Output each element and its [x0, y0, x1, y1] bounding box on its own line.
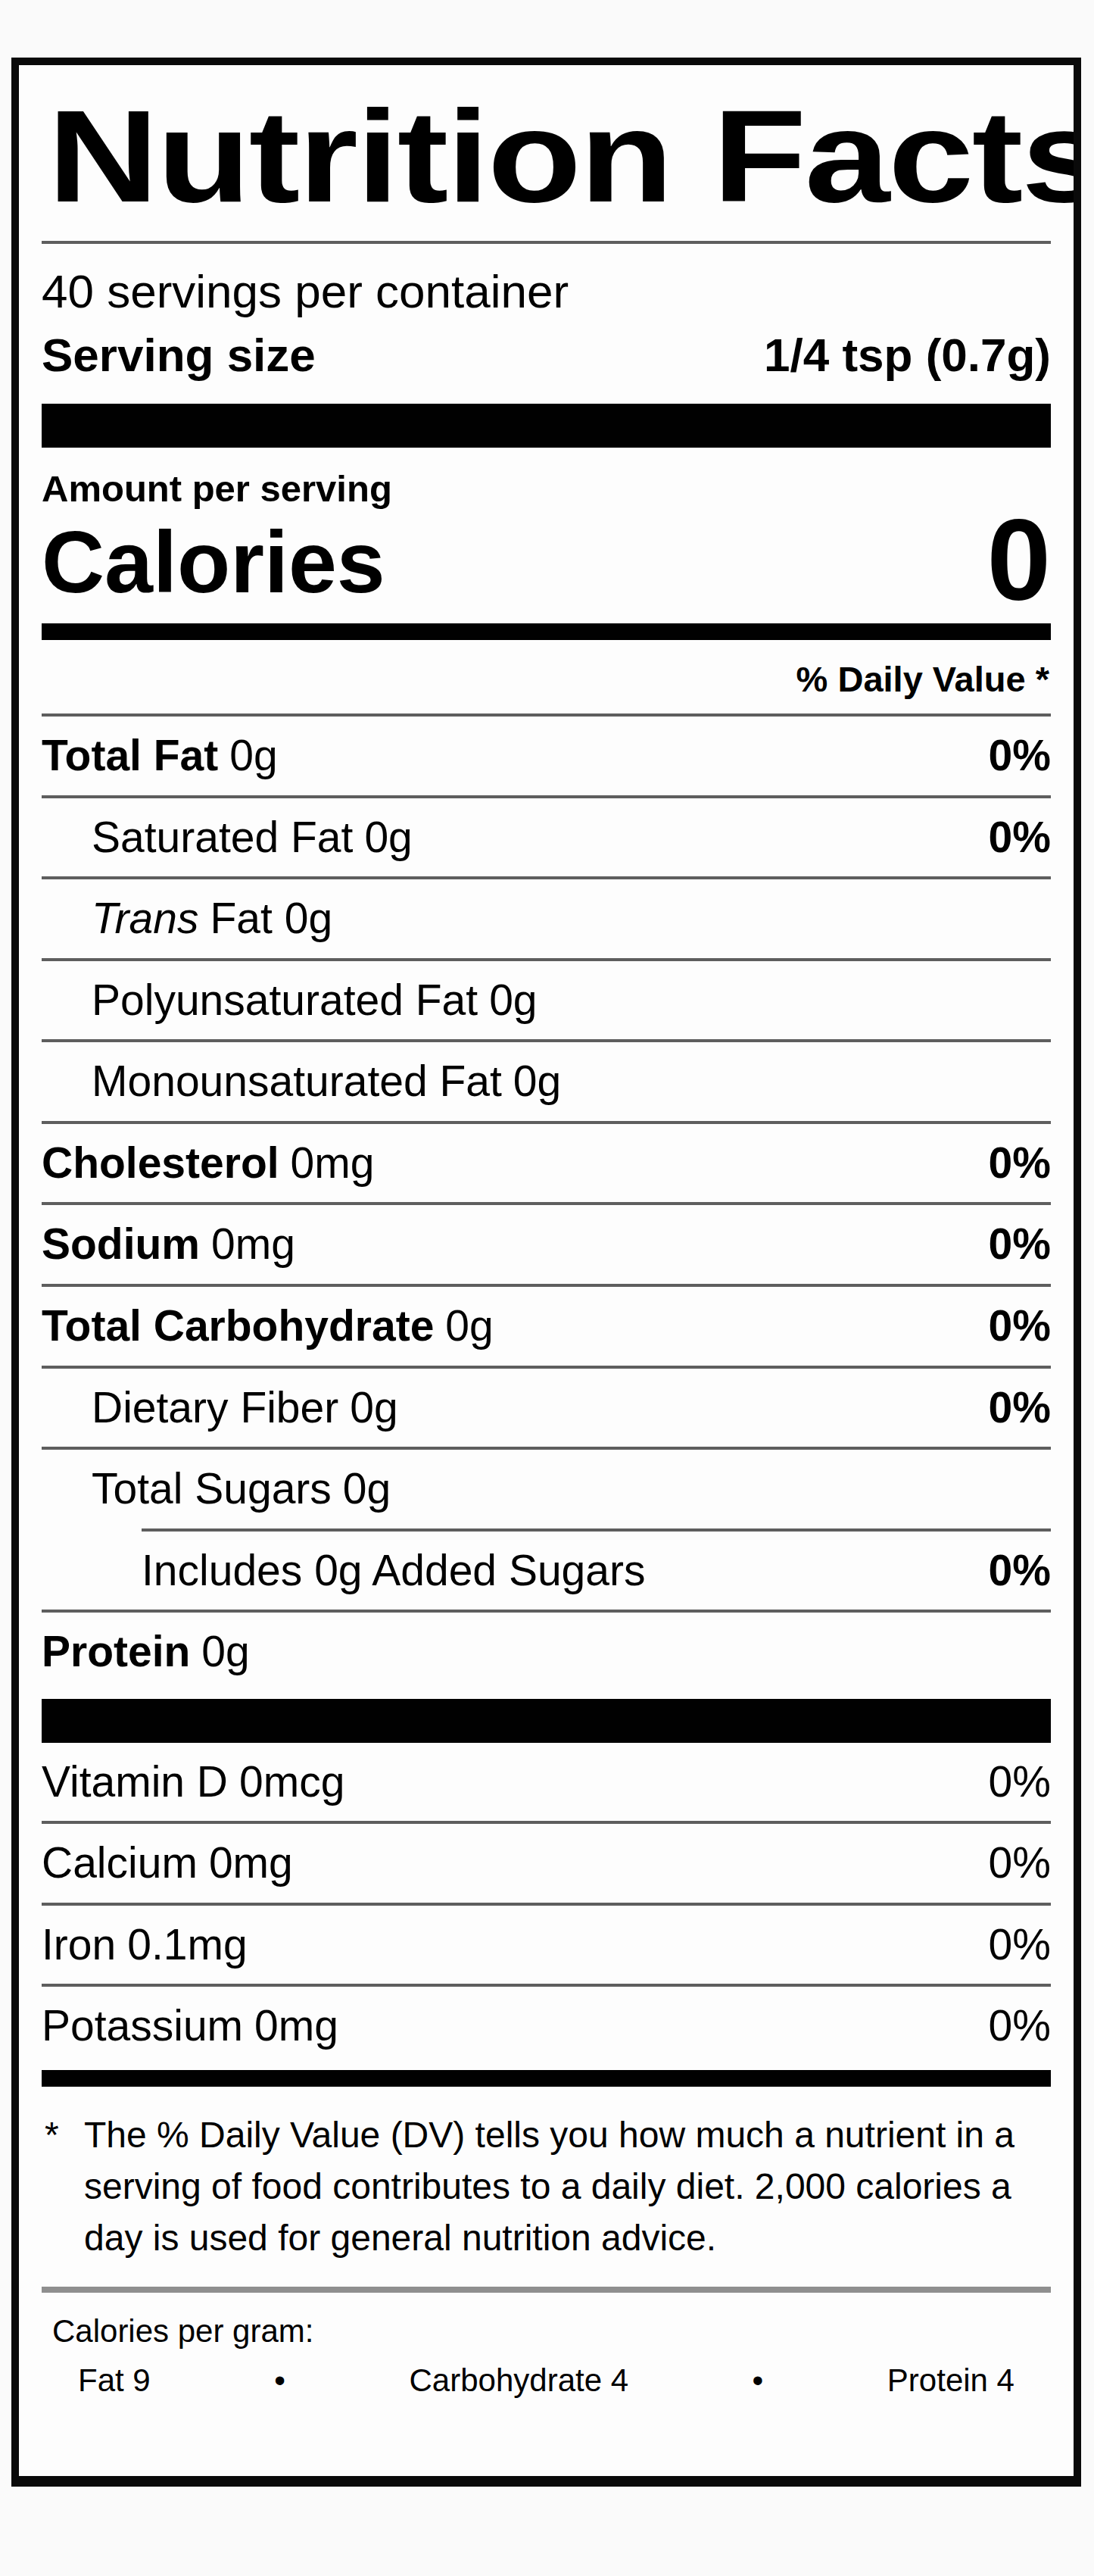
label-title: Nutrition Facts — [48, 91, 1081, 221]
daily-value-header: % Daily Value * — [42, 640, 1051, 713]
nutrient-name-amount: Cholesterol0mg — [42, 1138, 374, 1188]
vitamin-row-iron: Iron0.1mg 0% — [42, 1906, 1051, 1984]
nutrient-row-protein: Protein0g — [42, 1613, 1051, 1691]
nutrient-row-saturated-fat: Saturated Fat0g 0% — [42, 798, 1051, 877]
divider — [42, 2287, 1051, 2293]
nutrient-daily-value: 0% — [989, 1138, 1051, 1188]
nutrient-row-total-carbohydrate: Total Carbohydrate0g 0% — [42, 1287, 1051, 1366]
bullet-separator: • — [274, 2360, 285, 2402]
nutrient-row-added-sugars: Includes 0g Added Sugars 0% — [42, 1532, 1051, 1610]
nutrient-row-total-fat: Total Fat0g 0% — [42, 717, 1051, 795]
serving-size-value: 1/4 tsp (0.7g) — [764, 327, 1051, 383]
footnote-text: The % Daily Value (DV) tells you how muc… — [84, 2109, 1015, 2264]
cpg-fat: Fat 9 — [78, 2360, 151, 2402]
nutrient-name-amount: Total Fat0g — [42, 731, 278, 781]
vitamin-name-amount: Iron0.1mg — [42, 1920, 248, 1970]
vitamin-name-amount: Calcium0mg — [42, 1838, 293, 1888]
vitamin-daily-value: 0% — [989, 1838, 1051, 1888]
scanned-page: Nutrition Facts 40 servings per containe… — [0, 0, 1094, 2576]
nutrient-daily-value: 0% — [989, 1546, 1051, 1596]
nutrient-row-dietary-fiber: Dietary Fiber0g 0% — [42, 1369, 1051, 1447]
section-bar — [42, 404, 1051, 448]
nutrient-daily-value: 0% — [989, 1301, 1051, 1351]
nutrition-facts-label: Nutrition Facts 40 servings per containe… — [11, 58, 1081, 2487]
nutrient-name-amount: Total Sugars0g — [42, 1464, 391, 1514]
nutrient-name-amount: Protein0g — [42, 1627, 250, 1677]
daily-value-footnote: * The % Daily Value (DV) tells you how m… — [42, 2087, 1051, 2273]
section-bar — [42, 1699, 1051, 1743]
amount-per-serving-label: Amount per serving — [42, 467, 1051, 510]
nutrient-row-cholesterol: Cholesterol0mg 0% — [42, 1124, 1051, 1203]
nutrient-daily-value: 0% — [989, 1219, 1051, 1269]
vitamin-row-calcium: Calcium0mg 0% — [42, 1824, 1051, 1903]
nutrient-name-amount: Sodium0mg — [42, 1219, 295, 1269]
nutrient-name-amount: Includes 0g Added Sugars — [42, 1546, 646, 1596]
nutrient-name-amount: Monounsaturated Fat0g — [42, 1057, 561, 1107]
vitamin-row-potassium: Potassium0mg 0% — [42, 1987, 1051, 2065]
calories-value: 0 — [986, 505, 1051, 614]
vitamin-daily-value: 0% — [989, 1757, 1051, 1807]
divider — [42, 241, 1051, 244]
nutrient-row-monounsaturated-fat: Monounsaturated Fat0g — [42, 1042, 1051, 1121]
vitamin-row-vitamin-d: Vitamin D0mcg 0% — [42, 1743, 1051, 1822]
cpg-carbohydrate: Carbohydrate 4 — [410, 2360, 629, 2402]
bullet-separator: • — [753, 2360, 764, 2402]
calories-row: Calories 0 — [42, 505, 1051, 614]
calories-per-gram-label: Calories per gram: — [42, 2311, 1051, 2353]
nutrient-name-amount: TransFat 0g — [42, 894, 332, 944]
calories-label: Calories — [42, 510, 385, 614]
nutrient-row-total-sugars: Total Sugars0g — [42, 1450, 1051, 1528]
nutrient-name-amount: Total Carbohydrate0g — [42, 1301, 494, 1351]
footnote-asterisk: * — [45, 2109, 84, 2264]
nutrient-name-amount: Dietary Fiber0g — [42, 1383, 398, 1433]
nutrient-daily-value: 0% — [989, 1383, 1051, 1433]
vitamin-name-amount: Potassium0mg — [42, 2001, 338, 2051]
calories-per-gram-row: Fat 9 • Carbohydrate 4 • Protein 4 — [42, 2360, 1051, 2402]
nutrient-name-amount: Polyunsaturated Fat0g — [42, 976, 538, 1026]
section-bar — [42, 623, 1051, 640]
nutrient-daily-value: 0% — [989, 813, 1051, 863]
servings-per-container: 40 servings per container — [42, 264, 1051, 320]
cpg-protein: Protein 4 — [887, 2360, 1015, 2402]
nutrient-row-polyunsaturated-fat: Polyunsaturated Fat0g — [42, 961, 1051, 1040]
vitamin-name-amount: Vitamin D0mcg — [42, 1757, 344, 1807]
nutrient-row-trans-fat: TransFat 0g — [42, 879, 1051, 958]
section-bar — [42, 2070, 1051, 2087]
nutrient-name-amount: Saturated Fat0g — [42, 813, 413, 863]
serving-size-label: Serving size — [42, 327, 316, 383]
nutrient-row-sodium: Sodium0mg 0% — [42, 1205, 1051, 1284]
nutrient-daily-value: 0% — [989, 731, 1051, 781]
vitamin-daily-value: 0% — [989, 2001, 1051, 2051]
vitamin-daily-value: 0% — [989, 1920, 1051, 1970]
serving-size-row: Serving size 1/4 tsp (0.7g) — [42, 327, 1051, 383]
